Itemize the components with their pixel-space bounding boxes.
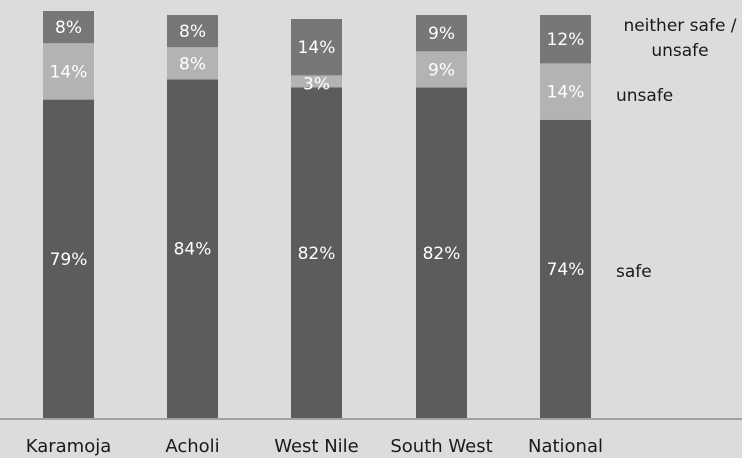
bar-segment-unsafe-karamoja (43, 43, 94, 100)
bar-segment-safe-karamoja (43, 99, 94, 418)
bar-segment-neither-safe-unsafe-west-nile (291, 19, 342, 76)
bar-segment-safe-west-nile (291, 87, 342, 418)
category-label-west-nile: West Nile (274, 436, 359, 457)
bar-value-label: 9% (428, 24, 455, 44)
bar-value-label: 14% (50, 62, 88, 82)
legend-label-unsafe: unsafe (616, 86, 673, 106)
bar-segment-neither-safe-unsafe-south-west (416, 15, 467, 52)
bar-segment-neither-safe-unsafe-acholi (167, 15, 218, 48)
bar-segment-neither-safe-unsafe-national (540, 15, 591, 64)
bar-value-label: 74% (547, 260, 585, 280)
bar-value-label: 79% (50, 250, 88, 270)
bar-segment-unsafe-west-nile (291, 75, 342, 88)
bar-segment-unsafe-national (540, 63, 591, 120)
bar-value-label: 8% (55, 18, 82, 38)
bar-segment-neither-safe-unsafe-karamoja (43, 11, 94, 44)
bar-value-label: 8% (179, 54, 206, 74)
bar-segment-safe-national (540, 119, 591, 419)
category-label-south-west: South West (390, 436, 492, 457)
legend-label-neither-safe-unsafe: unsafe (651, 41, 708, 61)
bar-value-label: 14% (547, 83, 585, 103)
legend-label-safe: safe (616, 262, 652, 282)
legend-label-neither-safe-unsafe: neither safe / (623, 16, 736, 36)
bar-value-label: 82% (423, 244, 461, 264)
bar-value-label: 14% (298, 38, 336, 58)
category-label-acholi: Acholi (165, 436, 219, 457)
bar-segment-safe-south-west (416, 87, 467, 418)
bar-value-label: 3% (303, 74, 330, 94)
bar-value-label: 12% (547, 30, 585, 50)
bar-segment-unsafe-south-west (416, 51, 467, 88)
category-label-karamoja: Karamoja (26, 436, 112, 457)
bar-value-label: 9% (428, 60, 455, 80)
category-label-national: National (528, 436, 603, 457)
bar-value-label: 82% (298, 244, 336, 264)
bar-value-label: 8% (179, 22, 206, 42)
bar-value-label: 84% (174, 240, 212, 260)
bar-segment-unsafe-acholi (167, 47, 218, 80)
bar-segment-safe-acholi (167, 79, 218, 418)
